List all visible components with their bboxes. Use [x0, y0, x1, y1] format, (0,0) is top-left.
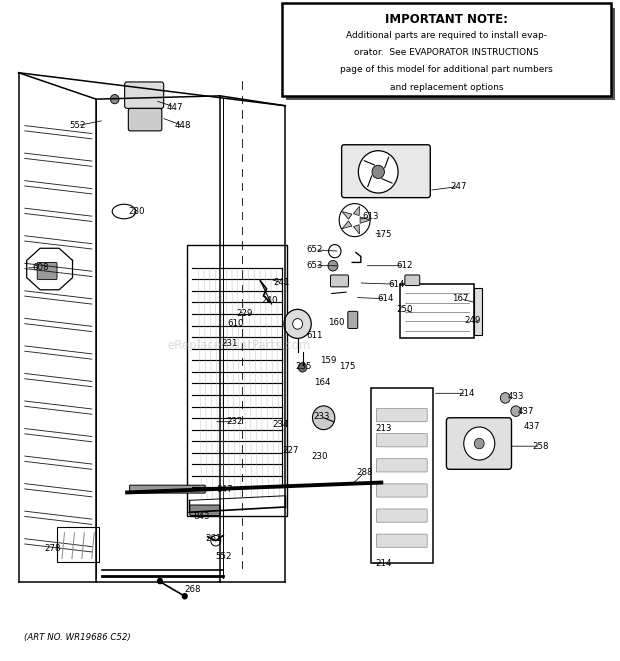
Ellipse shape [112, 204, 136, 219]
Text: eReplacementParts.com: eReplacementParts.com [167, 338, 311, 352]
FancyBboxPatch shape [190, 505, 220, 516]
Circle shape [284, 309, 311, 338]
Text: 448: 448 [175, 121, 191, 130]
FancyBboxPatch shape [286, 8, 615, 100]
Text: 258: 258 [533, 442, 549, 451]
Circle shape [157, 578, 163, 584]
Polygon shape [342, 212, 352, 219]
Text: 250: 250 [396, 305, 412, 314]
FancyBboxPatch shape [125, 82, 164, 108]
Text: 652: 652 [307, 245, 323, 254]
Text: 175: 175 [339, 362, 355, 371]
Text: 608: 608 [32, 263, 48, 272]
FancyBboxPatch shape [128, 108, 162, 131]
FancyBboxPatch shape [474, 288, 482, 335]
Circle shape [464, 427, 495, 460]
Text: 433: 433 [508, 392, 524, 401]
Circle shape [312, 406, 335, 430]
FancyBboxPatch shape [376, 484, 427, 497]
Text: 230: 230 [311, 451, 327, 461]
Circle shape [298, 363, 307, 372]
Bar [187, 245, 287, 516]
FancyBboxPatch shape [130, 485, 205, 493]
Circle shape [211, 535, 221, 546]
FancyBboxPatch shape [376, 459, 427, 472]
Text: 249: 249 [464, 316, 480, 325]
Text: 241: 241 [274, 278, 290, 288]
FancyBboxPatch shape [446, 418, 512, 469]
FancyBboxPatch shape [400, 284, 474, 338]
FancyBboxPatch shape [57, 527, 99, 562]
Text: 614: 614 [389, 280, 405, 289]
Text: 232: 232 [226, 417, 242, 426]
Text: 159: 159 [321, 356, 337, 365]
Text: 447: 447 [167, 102, 183, 112]
Text: 227: 227 [282, 446, 298, 455]
Text: 278: 278 [45, 544, 61, 553]
FancyBboxPatch shape [348, 311, 358, 329]
Text: 437: 437 [524, 422, 540, 431]
Text: 288: 288 [356, 468, 373, 477]
Text: 235: 235 [296, 362, 312, 371]
FancyBboxPatch shape [376, 534, 427, 547]
Text: page of this model for additional part numbers: page of this model for additional part n… [340, 65, 553, 75]
Text: 214: 214 [458, 389, 474, 398]
Circle shape [182, 593, 188, 600]
FancyBboxPatch shape [37, 262, 57, 280]
Text: orator.  See EVAPORATOR INSTRUCTIONS: orator. See EVAPORATOR INSTRUCTIONS [354, 48, 539, 58]
Text: 613: 613 [363, 212, 379, 221]
Circle shape [328, 260, 338, 271]
Text: 240: 240 [262, 296, 278, 305]
Text: (ART NO. WR19686 C52): (ART NO. WR19686 C52) [24, 633, 130, 642]
Text: 164: 164 [314, 377, 330, 387]
Circle shape [110, 95, 119, 104]
FancyBboxPatch shape [330, 275, 348, 287]
Text: 233: 233 [313, 412, 329, 421]
Text: 280: 280 [128, 207, 144, 216]
Circle shape [372, 165, 384, 178]
FancyBboxPatch shape [342, 145, 430, 198]
FancyBboxPatch shape [376, 408, 427, 422]
FancyBboxPatch shape [376, 509, 427, 522]
Text: 552: 552 [215, 552, 231, 561]
Circle shape [358, 151, 398, 193]
Circle shape [511, 406, 521, 416]
Text: 268: 268 [184, 585, 200, 594]
Text: 610: 610 [228, 319, 244, 329]
Circle shape [474, 438, 484, 449]
FancyBboxPatch shape [376, 434, 427, 447]
Text: 847: 847 [216, 485, 232, 494]
Circle shape [500, 393, 510, 403]
Text: 214: 214 [375, 559, 391, 568]
Text: and replacement options: and replacement options [389, 83, 503, 92]
FancyBboxPatch shape [371, 388, 433, 563]
Text: 234: 234 [272, 420, 288, 429]
Text: 247: 247 [451, 182, 467, 191]
Text: 213: 213 [375, 424, 391, 433]
Circle shape [293, 319, 303, 329]
FancyBboxPatch shape [405, 275, 420, 286]
FancyBboxPatch shape [282, 3, 611, 96]
Text: 229: 229 [237, 309, 253, 319]
Polygon shape [353, 225, 360, 234]
Text: 160: 160 [328, 318, 344, 327]
Text: 843: 843 [193, 512, 210, 522]
Text: IMPORTANT NOTE:: IMPORTANT NOTE: [385, 13, 508, 26]
Text: 552: 552 [69, 121, 86, 130]
Text: 167: 167 [452, 294, 468, 303]
Text: 437: 437 [518, 407, 534, 416]
Text: 653: 653 [307, 261, 323, 270]
Polygon shape [353, 206, 360, 215]
Text: 175: 175 [375, 230, 391, 239]
Text: 612: 612 [396, 261, 412, 270]
Text: 611: 611 [307, 330, 323, 340]
Circle shape [339, 204, 370, 237]
Text: 261: 261 [206, 534, 222, 543]
Polygon shape [342, 221, 352, 229]
Polygon shape [360, 217, 370, 223]
Text: 231: 231 [221, 339, 237, 348]
Circle shape [329, 245, 341, 258]
Text: Additional parts are required to install evap-: Additional parts are required to install… [346, 31, 547, 40]
Text: 614: 614 [378, 294, 394, 303]
